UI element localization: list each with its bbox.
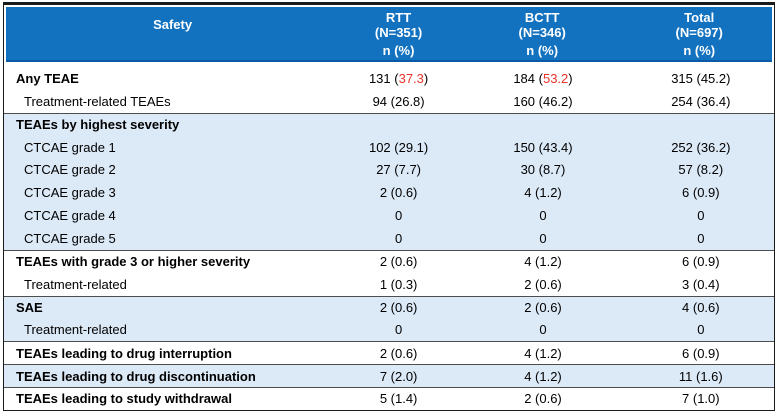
total-column-n: (N=697) (675, 24, 723, 40)
data-cell: 11 (1.6) (678, 368, 723, 384)
data-cell: 160 (46.2) (513, 93, 573, 109)
bctt-stat-label: n (%) (526, 43, 559, 58)
data-cell: 131 (37.3) (368, 70, 429, 86)
data-cell: 2 (0.6) (524, 391, 562, 407)
data-cell: 1 (0.3) (379, 276, 418, 292)
table-row: TEAEs leading to drug discontinuation 7 (… (4, 364, 774, 388)
data-cell: 0 (539, 230, 547, 246)
row-label: Any TEAE (16, 70, 79, 86)
table-row: TEAEs leading to study withdrawal 5 (1.4)… (4, 387, 774, 410)
table-row: TEAEs by highest severity (4, 112, 774, 136)
data-cell: 254 (36.4) (671, 93, 731, 109)
row-label: CTCAE grade 2 (24, 162, 116, 178)
highlighted-value: 53.2 (542, 70, 569, 86)
data-cell: 2 (0.6) (524, 300, 562, 316)
bctt-column-name: BCTT (524, 9, 560, 25)
data-cell: 315 (45.2) (671, 70, 731, 86)
data-cell: 4 (1.2) (524, 368, 562, 384)
data-cell: 57 (8.2) (678, 162, 724, 178)
data-cell: 6 (0.9) (682, 185, 720, 201)
data-cell: 27 (7.7) (376, 162, 422, 178)
row-label: TEAEs leading to drug interruption (16, 345, 232, 361)
rtt-column-header: RTT (N=351) (339, 7, 458, 42)
data-cell: 0 (394, 322, 403, 338)
table-row: Treatment-related 1 (0.3) 2 (0.6) 3 (0.4) (4, 272, 774, 296)
data-cell: 3 (0.4) (682, 276, 720, 292)
table-row: SAE 2 (0.6) 2 (0.6) 4 (0.6) (4, 295, 774, 319)
data-cell: 6 (0.9) (682, 345, 720, 361)
data-cell: 0 (697, 230, 705, 246)
total-column-name: Total (684, 9, 715, 25)
table-body: Any TEAE 131 (37.3) 184 (53.2) 315 (45.2) Tr… (4, 67, 774, 410)
data-cell: 94 (26.8) (372, 93, 425, 109)
row-label: TEAEs leading to drug discontinuation (16, 368, 256, 384)
table-row: CTCAE grade 3 2 (0.6) 4 (1.2) 6 (0.9) (4, 181, 774, 205)
data-cell: 0 (697, 208, 705, 224)
data-cell: 102 (29.1) (368, 139, 429, 155)
safety-column-header: Safety (6, 7, 339, 42)
data-cell: 4 (0.6) (682, 300, 720, 316)
table-header: Safety RTT (N=351) BCTT (N=346) Total (N… (6, 7, 772, 62)
data-cell: 6 (0.9) (682, 254, 720, 270)
table-row: TEAEs with grade 3 or higher severity 2 (… (4, 249, 774, 273)
data-cell: 30 (8.7) (520, 162, 566, 178)
rtt-column-name: RTT (385, 9, 412, 25)
safety-table: Safety RTT (N=351) BCTT (N=346) Total (N… (3, 2, 775, 411)
table-row: CTCAE grade 2 27 (7.7) 30 (8.7) 57 (8.2) (4, 158, 774, 182)
data-cell: 184 (53.2) (513, 70, 573, 86)
data-cell: 5 (1.4) (379, 391, 418, 407)
row-label: Treatment-related (24, 322, 127, 338)
row-label: SAE (16, 300, 43, 316)
rtt-stat-label: n (%) (382, 43, 415, 58)
table-row: CTCAE grade 4 0 0 0 (4, 204, 774, 228)
bctt-column-n: (N=346) (518, 24, 566, 40)
data-cell: 150 (43.4) (513, 139, 573, 155)
row-label: TEAEs leading to study withdrawal (16, 391, 232, 407)
data-cell: 252 (36.2) (671, 139, 731, 155)
data-cell: 2 (0.6) (524, 276, 562, 292)
row-label: CTCAE grade 4 (24, 208, 116, 224)
table-row: Treatment-related TEAEs 94 (26.8) 160 (46.… (4, 89, 774, 113)
table-row: TEAEs leading to drug interruption 2 (0.6… (4, 341, 774, 365)
row-label: CTCAE grade 3 (24, 185, 116, 201)
table-row: Any TEAE 131 (37.3) 184 (53.2) 315 (45.2) (4, 67, 774, 90)
data-cell: 0 (539, 322, 547, 338)
stat-header-spacer (6, 42, 339, 62)
table-row: CTCAE grade 1 102 (29.1) 150 (43.4) 252 (36… (4, 135, 774, 159)
data-cell: 4 (1.2) (524, 254, 562, 270)
table-row: Treatment-related 0 0 0 (4, 318, 774, 342)
data-cell: 0 (697, 322, 705, 338)
row-label: Treatment-related TEAEs (24, 93, 171, 109)
total-column-header: Total (N=697) (626, 7, 772, 42)
total-stat-label: n (%) (683, 43, 716, 58)
data-cell: 4 (1.2) (524, 345, 562, 361)
safety-column-label: Safety (153, 17, 193, 32)
data-cell: 2 (0.6) (379, 254, 418, 270)
table-row: CTCAE grade 5 0 0 0 (4, 227, 774, 250)
row-label: TEAEs by highest severity (16, 117, 180, 133)
data-cell: 7 (1.0) (682, 391, 720, 407)
bctt-column-header: BCTT (N=346) (458, 7, 627, 42)
data-cell: 7 (2.0) (379, 368, 418, 384)
data-cell: 0 (394, 230, 403, 246)
highlighted-value: 37.3 (398, 70, 424, 86)
data-cell: 0 (394, 208, 403, 224)
row-label: Treatment-related (24, 276, 127, 292)
data-cell: 2 (0.6) (379, 345, 418, 361)
data-cell: 2 (0.6) (379, 185, 418, 201)
row-label: TEAEs with grade 3 or higher severity (16, 254, 251, 270)
data-cell: 2 (0.6) (379, 300, 418, 316)
row-label: CTCAE grade 5 (24, 230, 116, 246)
data-cell: 0 (539, 208, 547, 224)
row-label: CTCAE grade 1 (24, 139, 116, 155)
data-cell: 4 (1.2) (524, 185, 562, 201)
rtt-column-n: (N=351) (374, 24, 423, 40)
